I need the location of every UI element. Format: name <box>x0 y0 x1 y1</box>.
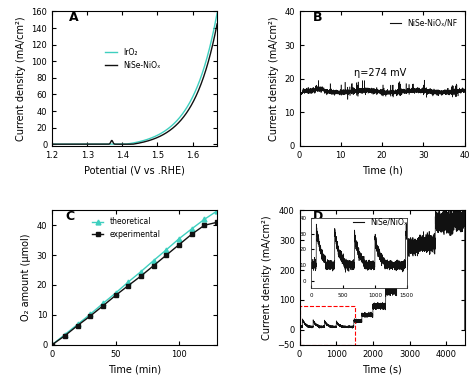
Text: D: D <box>313 210 323 223</box>
Line: experimental: experimental <box>50 220 219 347</box>
experimental <box>49 342 55 347</box>
NiSe-NiOₓ <box>79 142 84 146</box>
theoretical <box>87 312 93 316</box>
experimental <box>201 223 207 228</box>
Legend: NiSe-NiOₓ/NF: NiSe-NiOₓ/NF <box>387 15 461 30</box>
experimental <box>113 293 118 298</box>
Line: NiSe-NiOₓ: NiSe-NiOₓ <box>52 24 217 144</box>
experimental <box>151 263 156 268</box>
IrO₂ <box>214 11 220 15</box>
theoretical <box>201 217 207 222</box>
theoretical <box>49 342 55 347</box>
Line: theoretical: theoretical <box>50 208 219 347</box>
experimental <box>100 304 106 308</box>
experimental <box>87 314 93 318</box>
experimental <box>189 232 194 237</box>
NiSe-NiOₓ <box>91 142 97 146</box>
X-axis label: Potential (V vs .RHE): Potential (V vs .RHE) <box>84 165 185 175</box>
Text: η=274 mV: η=274 mV <box>354 68 406 78</box>
Y-axis label: Current density (mA/cm²): Current density (mA/cm²) <box>16 16 26 141</box>
IrO₂ <box>49 142 55 146</box>
theoretical <box>75 322 81 327</box>
experimental <box>214 220 220 224</box>
Y-axis label: O₂ amount (μmol): O₂ amount (μmol) <box>21 234 31 321</box>
NiSe-NiOₓ <box>124 142 129 146</box>
IrO₂ <box>91 142 97 146</box>
experimental <box>126 283 131 288</box>
Text: B: B <box>313 11 322 24</box>
Y-axis label: Current density (mA/cm²): Current density (mA/cm²) <box>262 215 272 340</box>
theoretical <box>62 332 68 337</box>
experimental <box>75 323 81 328</box>
NiSe-NiOₓ <box>146 138 152 143</box>
theoretical <box>126 280 131 284</box>
theoretical <box>138 269 144 274</box>
IrO₂ <box>173 119 179 124</box>
Legend: NiSe/NiOₓ: NiSe/NiOₓ <box>349 214 410 229</box>
theoretical <box>113 291 118 295</box>
experimental <box>164 253 169 257</box>
X-axis label: Time (h): Time (h) <box>362 165 402 175</box>
experimental <box>62 334 68 338</box>
IrO₂ <box>159 130 165 135</box>
X-axis label: Time (s): Time (s) <box>362 364 402 374</box>
Y-axis label: Current density (mA/cm²): Current density (mA/cm²) <box>269 16 279 141</box>
theoretical <box>100 301 106 306</box>
Text: C: C <box>65 210 74 223</box>
theoretical <box>164 247 169 252</box>
theoretical <box>151 258 156 263</box>
experimental <box>138 274 144 278</box>
NiSe-NiOₓ <box>214 21 220 26</box>
Text: A: A <box>69 11 78 24</box>
theoretical <box>176 236 182 241</box>
experimental <box>176 242 182 247</box>
X-axis label: Time (min): Time (min) <box>108 364 161 374</box>
theoretical <box>189 227 194 231</box>
IrO₂ <box>79 142 84 146</box>
Legend: theoretical, experimental: theoretical, experimental <box>89 214 164 242</box>
Legend: IrO₂, NiSe-NiOₓ: IrO₂, NiSe-NiOₓ <box>102 45 163 73</box>
Line: IrO₂: IrO₂ <box>52 13 217 144</box>
IrO₂ <box>146 136 152 141</box>
IrO₂ <box>124 142 129 146</box>
NiSe-NiOₓ <box>49 142 55 146</box>
NiSe-NiOₓ <box>159 133 165 137</box>
NiSe-NiOₓ <box>173 123 179 127</box>
theoretical <box>214 209 220 213</box>
